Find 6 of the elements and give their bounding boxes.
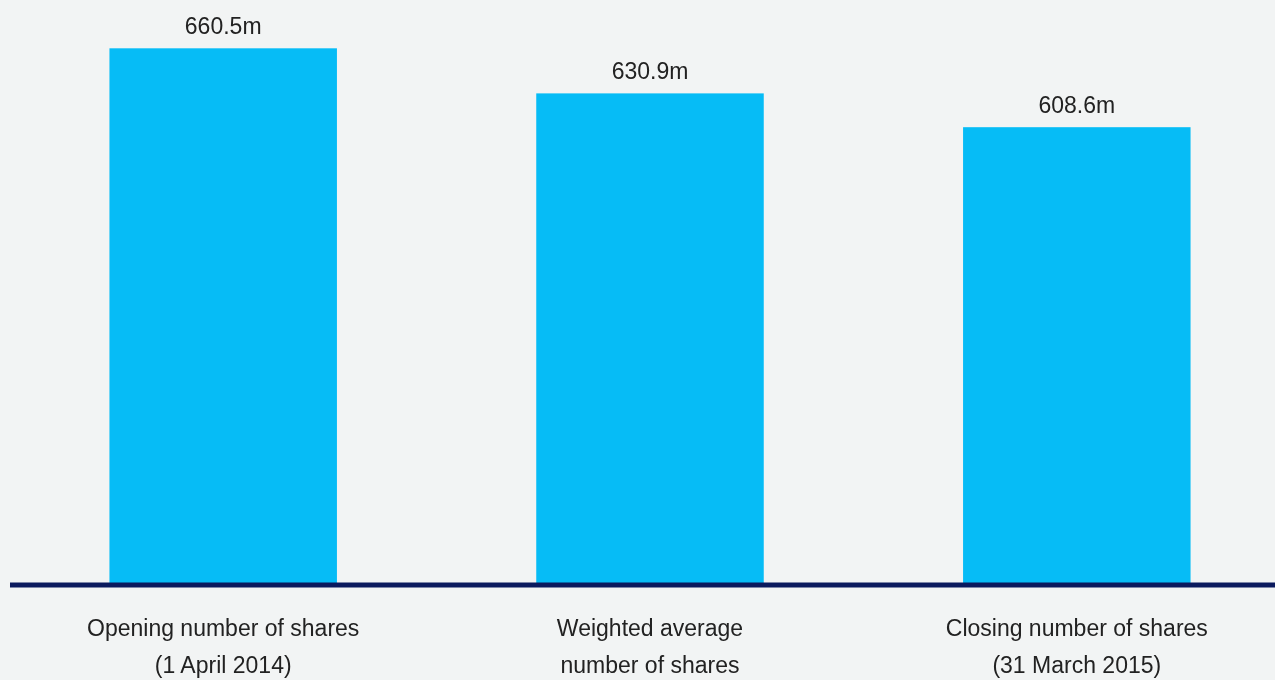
x-tick-label: Closing number of shares (31 March 2015)	[945, 615, 1208, 678]
text: 660.5m	[184, 13, 262, 40]
text: 608.6m	[1038, 92, 1116, 119]
text: 630.9m	[611, 58, 689, 85]
x-tick-label: Opening number of shares (1 April 2014)	[87, 615, 360, 678]
x-tick-label: Weighted average number of shares	[556, 615, 744, 678]
